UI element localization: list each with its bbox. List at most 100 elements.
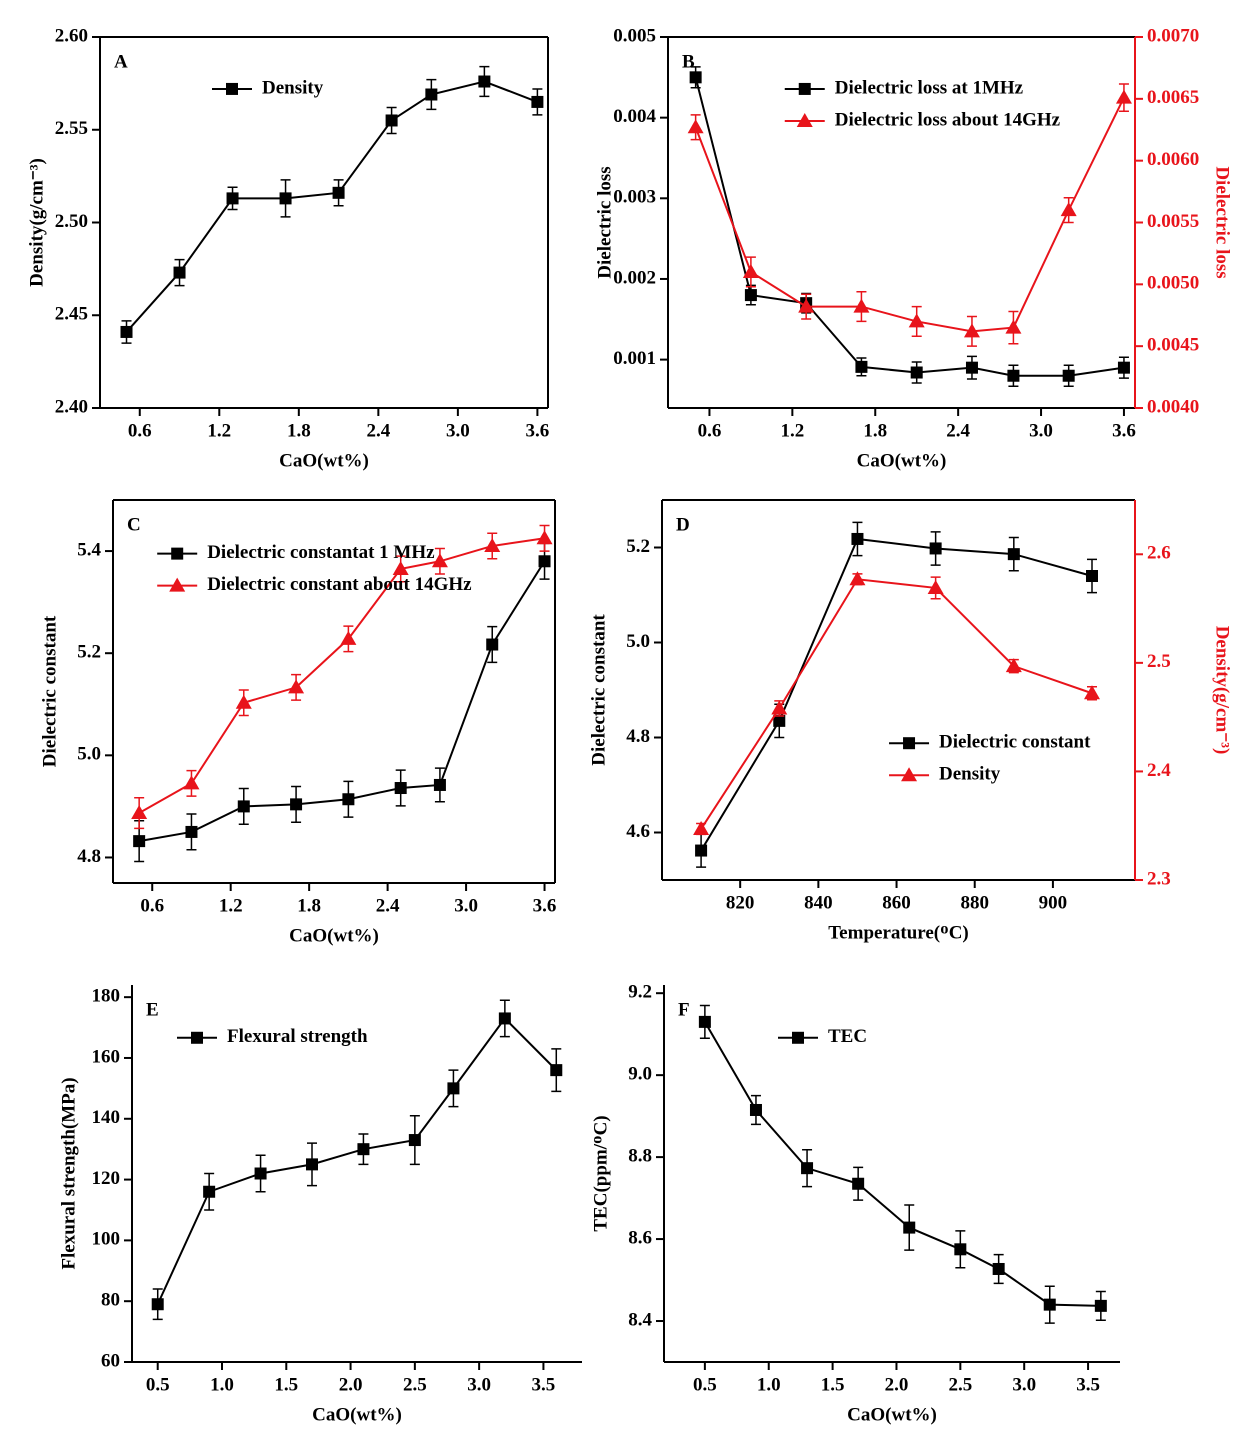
y-tick-label: 60 [101,1350,120,1371]
legend-label: Dielectric constant about 14GHz [207,574,472,595]
y-tick-label: 8.8 [628,1145,652,1166]
x-tick-label: 3.0 [446,420,470,441]
y-tick-label: 2.55 [55,118,88,139]
data-point [151,1298,164,1311]
data-point [183,775,200,790]
y-tick-label: 5.4 [77,539,101,560]
panel-label: C [127,514,141,535]
y-axis-label: Density(g/cm⁻³) [26,158,47,287]
y-tick-label: 8.4 [628,1309,652,1330]
data-point [254,1167,267,1180]
panel-label: E [146,999,159,1020]
x-tick-label: 820 [726,892,755,913]
x-tick-label: 2.4 [946,420,970,441]
data-point [392,560,409,575]
x-tick-label: 0.6 [128,420,152,441]
y-axis-label: TEC(ppm/ᴼC) [590,1115,611,1231]
data-point [120,325,133,338]
data-point [498,1012,511,1025]
x-axis-label: CaO(wt%) [857,450,947,471]
y-tick-label: 180 [92,986,121,1007]
y-tick-label: 160 [92,1046,121,1067]
panel-label: B [682,51,695,72]
x-tick-label: 1.5 [274,1374,298,1395]
data-point [226,192,239,205]
data-point [357,1143,370,1156]
data-point [1007,548,1020,561]
data-point [394,782,407,795]
data-point [131,805,148,820]
data-point [408,1134,421,1147]
y-tick-label: 5.0 [77,744,101,765]
y-tick-label: 0.005 [613,25,656,46]
x-tick-label: 3.6 [533,895,557,916]
data-point [1062,369,1075,382]
y-tick-label: 8.6 [628,1227,652,1248]
data-point [992,1262,1005,1275]
x-tick-label: 1.2 [207,420,231,441]
x-tick-label: 2.5 [403,1374,427,1395]
data-point [484,537,501,552]
x-axis-label: CaO(wt%) [279,450,369,471]
x-tick-label: 3.0 [1029,420,1053,441]
x-tick-label: 1.2 [780,420,804,441]
y2-tick-label: 0.0065 [1147,87,1199,108]
data-point [689,71,702,84]
y-tick-label: 4.8 [77,846,101,867]
y2-axis-label: Dielectric loss [1212,166,1233,278]
legend-marker [798,82,811,95]
data-point [486,638,499,651]
y-tick-label: 9.0 [628,1064,652,1085]
data-point [447,1082,460,1095]
legend-marker [903,737,916,750]
y-tick-label: 100 [92,1229,121,1250]
y-tick-label: 140 [92,1107,121,1128]
data-point [695,844,708,857]
legend-label: Dielectric constantat 1 MHz [207,542,435,563]
x-axis-label: Temperature(ᴼC) [828,922,969,943]
y-tick-label: 80 [101,1290,120,1311]
data-point [342,793,355,806]
data-point [536,530,553,545]
x-tick-label: 2.0 [885,1374,909,1395]
y-tick-label: 5.2 [77,642,101,663]
data-line [138,560,546,843]
data-point [855,360,868,373]
y-tick-label: 4.8 [626,726,650,747]
data-point [1005,319,1022,334]
data-point [332,186,345,199]
data-point [550,1064,563,1077]
data-point [1084,685,1100,700]
data-point [433,778,446,791]
y-tick-label: 4.6 [626,821,650,842]
y-axis-label: Flexural strength(MPa) [58,1077,79,1269]
y-tick-label: 5.2 [626,536,650,557]
data-point [203,1185,216,1198]
data-point [929,542,942,555]
y2-tick-label: 0.0050 [1147,273,1199,294]
x-tick-label: 1.5 [821,1374,845,1395]
y2-tick-label: 2.3 [1147,868,1171,889]
y-axis-label: Dielectric loss [594,166,615,278]
legend-marker [226,82,238,95]
y-axis-label: Dielectric constant [39,615,60,767]
data-point [279,192,292,205]
legend-marker [169,577,186,592]
x-tick-label: 840 [804,892,833,913]
data-point [538,555,551,568]
y-tick-label: 120 [92,1168,121,1189]
data-point [1094,1299,1107,1312]
data-point [798,298,815,313]
legend-marker [792,1031,804,1044]
x-tick-label: 1.8 [297,895,321,916]
data-point [237,800,250,813]
legend-marker [901,767,918,782]
data-point [290,798,303,811]
y-tick-label: 0.003 [613,187,656,208]
y2-tick-label: 0.0060 [1147,149,1199,170]
legend-label: Dielectric loss about 14GHz [835,109,1061,130]
panel-label: A [114,51,128,72]
data-point [851,532,864,545]
data-point [744,289,757,302]
